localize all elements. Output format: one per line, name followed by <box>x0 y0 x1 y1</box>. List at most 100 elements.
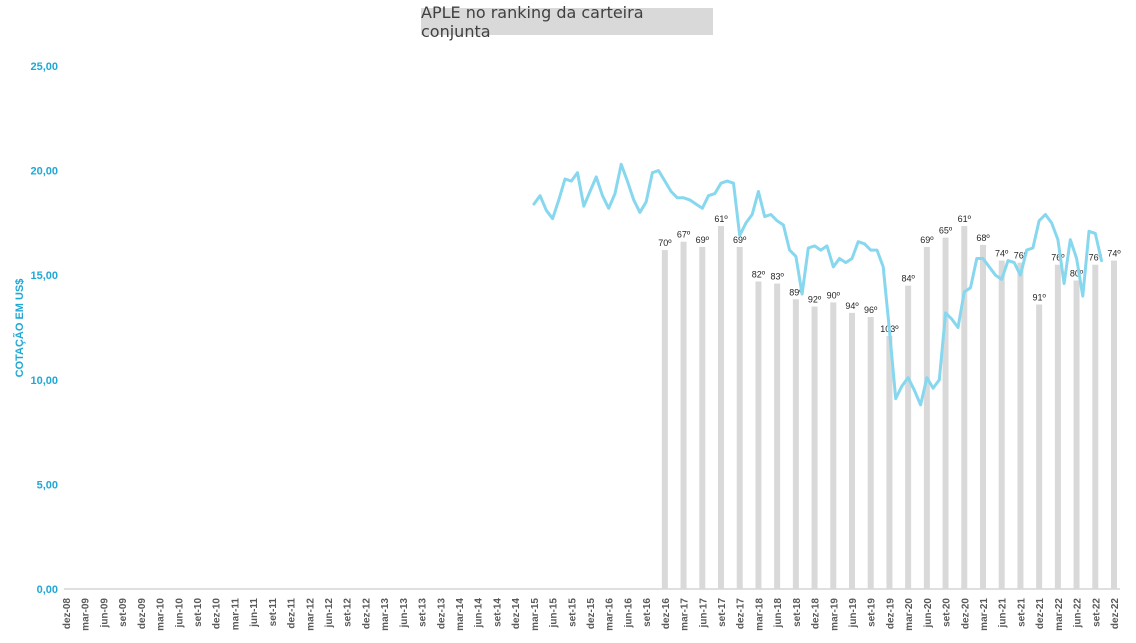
ranking-bar <box>1092 264 1099 589</box>
ranking-bar <box>792 299 799 589</box>
ranking-bar <box>980 244 986 589</box>
x-tick-label: mar-19 <box>829 598 840 631</box>
ranking-bar-label: 76º <box>1014 251 1028 261</box>
x-tick-label: set-22 <box>1091 598 1102 627</box>
ranking-bar <box>830 302 837 589</box>
ranking-bar-label: 91º <box>1032 292 1046 302</box>
x-tick-label: dez-10 <box>212 598 223 630</box>
ranking-bar <box>849 312 855 589</box>
ranking-bar-label: 61º <box>958 214 972 224</box>
x-tick-label: dez-09 <box>137 598 148 630</box>
ranking-bar-label: 69º <box>733 235 747 245</box>
x-tick-label: jun-10 <box>174 598 185 629</box>
ranking-bar <box>923 246 930 589</box>
ranking-bar <box>811 306 818 589</box>
y-tick-label: 10,00 <box>30 375 58 387</box>
x-tick-label: mar-21 <box>979 598 990 631</box>
x-tick-label: jun-20 <box>923 598 934 629</box>
x-tick-label: set-19 <box>867 598 878 627</box>
ranking-bar-label: 69º <box>696 235 710 245</box>
x-tick-label: dez-14 <box>511 598 522 630</box>
x-tick-label: set-20 <box>942 598 953 627</box>
x-tick-label: jun-22 <box>1073 598 1084 629</box>
x-tick-label: set-12 <box>343 598 354 627</box>
x-tick-label: set-14 <box>492 598 503 627</box>
x-tick-label: dez-11 <box>287 598 298 629</box>
ranking-bar <box>886 335 893 589</box>
ranking-bar <box>1017 262 1024 589</box>
x-tick-label: set-13 <box>418 598 429 627</box>
x-tick-label: jun-18 <box>773 598 784 629</box>
ranking-bar <box>1111 260 1117 589</box>
x-tick-label: jun-17 <box>698 598 709 629</box>
ranking-bar-label: 65º <box>939 226 953 236</box>
ranking-bar-label: 83º <box>770 272 784 282</box>
ranking-bar-label: 90º <box>827 290 841 300</box>
ranking-bar <box>661 250 668 589</box>
y-tick-label: 20,00 <box>30 166 58 178</box>
x-tick-label: dez-18 <box>811 598 822 630</box>
x-tick-label: mar-16 <box>605 598 616 631</box>
x-tick-label: jun-12 <box>324 598 335 629</box>
x-tick-label: set-15 <box>567 598 578 627</box>
ranking-bar <box>755 281 762 589</box>
x-tick-label: set-11 <box>268 598 279 627</box>
ranking-bar-label: 92º <box>808 295 822 305</box>
x-tick-label: mar-20 <box>904 598 915 631</box>
ranking-bar-label: 69º <box>920 235 934 245</box>
ranking-bar-label: 76º <box>1089 253 1103 263</box>
x-tick-label: mar-14 <box>455 598 466 631</box>
ranking-bar <box>718 226 724 589</box>
x-tick-label: set-09 <box>118 598 129 627</box>
x-tick-label: mar-11 <box>230 598 241 631</box>
x-tick-label: jun-09 <box>99 598 110 629</box>
ranking-bar-label: 70º <box>658 238 672 248</box>
x-tick-label: dez-08 <box>62 598 73 630</box>
x-tick-label: mar-15 <box>530 598 541 631</box>
x-tick-label: jun-14 <box>474 598 485 629</box>
x-tick-label: dez-15 <box>586 598 597 630</box>
ranking-bar <box>1054 264 1061 589</box>
x-tick-label: set-18 <box>792 598 803 627</box>
x-tick-label: jun-13 <box>399 598 410 629</box>
x-tick-label: set-21 <box>1016 598 1027 627</box>
x-tick-label: dez-19 <box>885 598 896 630</box>
ranking-bar <box>774 283 781 589</box>
ranking-bar-label: 82º <box>752 269 766 279</box>
ranking-bar <box>736 246 743 589</box>
ranking-bar-label: 89º <box>789 287 803 297</box>
ranking-bar <box>867 317 874 589</box>
ranking-bar <box>961 226 968 589</box>
ranking-bar <box>699 246 706 589</box>
ranking-bar <box>680 241 687 589</box>
y-tick-label: 15,00 <box>30 270 58 282</box>
x-tick-label: jun-15 <box>549 598 560 629</box>
x-tick-label: mar-09 <box>81 598 92 631</box>
y-tick-label: 25,00 <box>30 61 58 73</box>
x-tick-label: dez-22 <box>1110 598 1121 630</box>
ranking-bar-label: 61º <box>714 214 728 224</box>
ranking-bar-label: 80º <box>1070 268 1084 278</box>
x-tick-label: mar-22 <box>1054 598 1065 631</box>
x-tick-label: set-17 <box>717 598 728 627</box>
x-tick-label: mar-17 <box>680 598 691 631</box>
x-tick-label: dez-16 <box>661 598 672 630</box>
ranking-bar-label: 84º <box>901 274 915 284</box>
x-tick-label: mar-13 <box>380 598 391 631</box>
x-tick-label: dez-13 <box>436 598 447 630</box>
x-tick-label: dez-17 <box>736 598 747 630</box>
ranking-bar <box>998 260 1005 589</box>
y-tick-label: 5,00 <box>37 479 58 491</box>
x-tick-label: mar-12 <box>305 598 316 631</box>
x-tick-label: dez-21 <box>1035 598 1046 630</box>
x-tick-label: dez-12 <box>361 598 372 630</box>
x-tick-label: set-10 <box>193 598 204 627</box>
ranking-bar-label: 94º <box>845 301 859 311</box>
ranking-bar <box>1073 280 1080 589</box>
ranking-bar <box>1036 304 1043 589</box>
ranking-bar-label: 76º <box>1051 253 1065 263</box>
x-tick-label: mar-10 <box>156 598 167 631</box>
y-tick-label: 0,00 <box>37 584 58 596</box>
ranking-bar <box>905 285 912 589</box>
